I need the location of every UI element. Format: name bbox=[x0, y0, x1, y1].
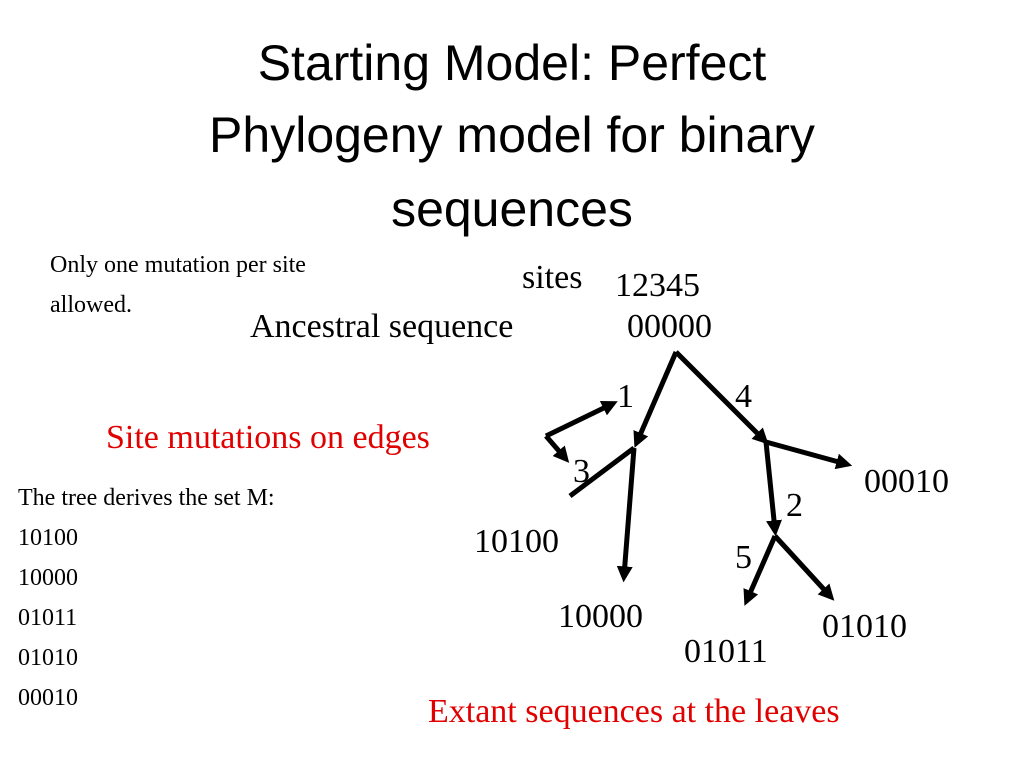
tree-labels: sites 12345 Ancestral sequence 00000 1 4… bbox=[250, 259, 949, 670]
edge bbox=[674, 350, 769, 445]
pointer-arrow bbox=[544, 434, 570, 463]
title-line: Starting Model: Perfect bbox=[258, 35, 767, 91]
annotations: Site mutations on edges Extant sequences… bbox=[106, 419, 840, 730]
leaf-annotation: Extant sequences at the leaves bbox=[428, 693, 840, 730]
note-line: Only one mutation per site bbox=[50, 252, 306, 278]
edge bbox=[763, 441, 782, 537]
leaf: 00010 bbox=[864, 463, 949, 500]
set-item: 00010 bbox=[18, 685, 78, 711]
set-item: 01011 bbox=[18, 605, 77, 631]
edge-label: 2 bbox=[786, 487, 803, 524]
edge bbox=[633, 351, 679, 448]
edge-label: 3 bbox=[573, 453, 590, 490]
set-item: 01010 bbox=[18, 645, 78, 671]
edge bbox=[616, 447, 637, 583]
leaf: 10100 bbox=[474, 523, 559, 560]
edge bbox=[568, 446, 636, 498]
ancestral: 00000 bbox=[627, 308, 712, 345]
note-line: allowed. bbox=[50, 292, 132, 318]
tree-edges bbox=[544, 350, 853, 606]
leaf: 01011 bbox=[684, 633, 768, 670]
note: Only one mutation per site allowed. bbox=[50, 252, 306, 318]
edge bbox=[773, 534, 835, 601]
set-heading: The tree derives the set M: bbox=[18, 485, 275, 511]
leaf: 01010 bbox=[822, 608, 907, 645]
edge bbox=[765, 439, 853, 470]
set-item: 10000 bbox=[18, 565, 78, 591]
edge-label: 5 bbox=[735, 539, 752, 576]
leaf: 10000 bbox=[558, 598, 643, 635]
edge-label: 1 bbox=[617, 378, 634, 415]
set: The tree derives the set M: 10100 10000 … bbox=[18, 485, 275, 711]
pointer-arrow bbox=[544, 400, 618, 439]
title-line: Phylogeny model for binary bbox=[209, 107, 815, 163]
title: Starting Model: Perfect Phylogeny model … bbox=[209, 35, 815, 237]
edge-label: 4 bbox=[735, 378, 752, 415]
set-item: 10100 bbox=[18, 525, 78, 551]
title-line: sequences bbox=[391, 181, 633, 237]
edge bbox=[743, 534, 778, 606]
edge-annotation: Site mutations on edges bbox=[106, 419, 430, 456]
sites-label: sites bbox=[522, 259, 582, 296]
sites: 12345 bbox=[615, 267, 700, 304]
ancestral-label: Ancestral sequence bbox=[250, 308, 513, 345]
